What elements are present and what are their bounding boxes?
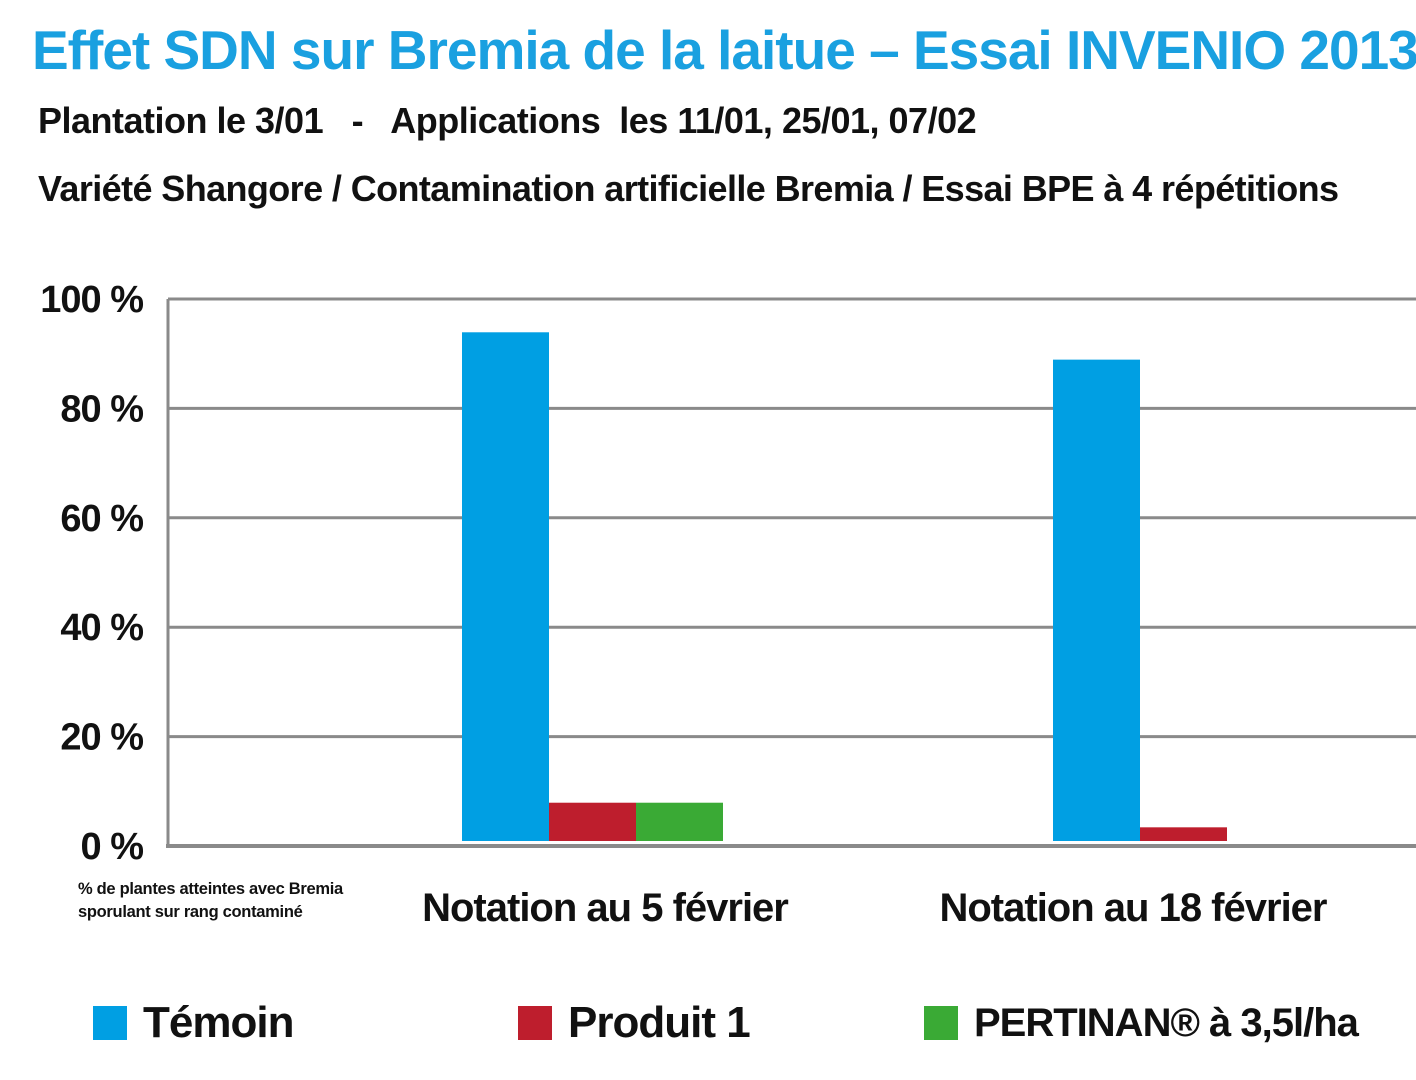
legend-item-pertinan: PERTINAN® à 3,5l/ha — [924, 995, 1359, 1051]
y-tick-label: 40 % — [60, 607, 143, 649]
chart-subtitle-trial: Variété Shangore / Contamination artific… — [38, 168, 1339, 209]
y-axis-label-line-1: % de plantes atteintes avec Bremia — [78, 880, 343, 898]
y-tick-label: 80 % — [60, 388, 143, 430]
legend-item-produit-1: Produit 1 — [518, 995, 751, 1051]
y-tick-label: 60 % — [60, 498, 143, 540]
legend-item-temoin: Témoin — [93, 995, 294, 1051]
bar-produit-1-2 — [1140, 827, 1227, 841]
legend-label-produit-1: Produit 1 — [568, 998, 751, 1047]
chart-legend: Témoin Produit 1 PERTINAN® à 3,5l/ha — [0, 995, 1416, 1055]
legend-swatch-produit-1 — [518, 1006, 552, 1040]
y-tick-label: 0 % — [81, 826, 144, 868]
chart-title: Effet SDN sur Bremia de la laitue – Essa… — [32, 19, 1416, 81]
legend-swatch-temoin — [93, 1006, 127, 1040]
bar-temoin-2 — [1053, 359, 1140, 841]
chart-subtitle-planting: Plantation le 3/01 - Applications les 11… — [38, 100, 977, 141]
y-axis-label: % de plantes atteintes avec Bremia sporu… — [78, 878, 343, 924]
legend-swatch-pertinan — [924, 1006, 958, 1040]
legend-label-temoin: Témoin — [143, 998, 294, 1047]
y-axis-label-line-2: sporulant sur rang contaminé — [78, 903, 303, 922]
x-category-label: Notation au 18 février — [939, 886, 1326, 930]
x-category-label: Notation au 5 février — [422, 886, 788, 930]
bar-pertinan-1 — [636, 802, 723, 841]
y-tick-label: 20 % — [60, 717, 143, 759]
legend-label-pertinan: PERTINAN® à 3,5l/ha — [974, 1000, 1359, 1045]
bar-produit-1-1 — [549, 802, 636, 841]
bar-temoin-1 — [462, 332, 549, 841]
y-tick-label: 100 % — [40, 279, 143, 321]
